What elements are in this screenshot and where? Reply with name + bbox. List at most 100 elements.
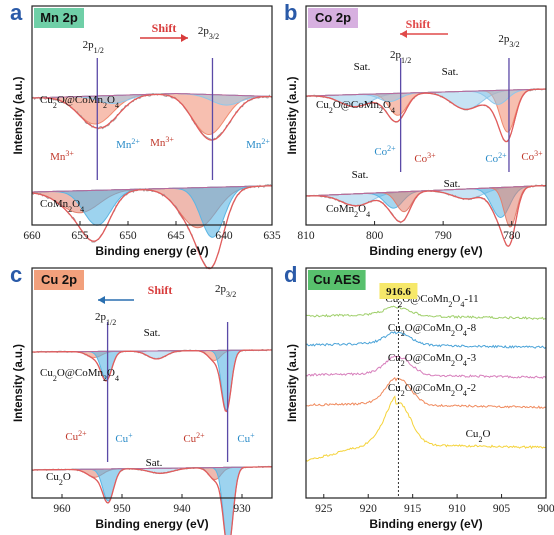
- fit-envelope: [305, 88, 546, 143]
- peak-marker-badge: [379, 283, 418, 299]
- aes-series-line: [305, 330, 547, 349]
- fit-envelope: [32, 93, 272, 141]
- aes-series-line: [305, 305, 547, 320]
- sample-label-composite: Cu2O@CoMn2O4: [40, 94, 119, 110]
- x-axis-a: 660 655 650 645 640 635 Binding energy (eV) Int…: [13, 76, 281, 258]
- panel-header-c: c Cu 2p: [10, 262, 84, 290]
- x-axis-d: 925 920 915 910 905 900 Binding energy (eV) Int…: [287, 344, 554, 531]
- element-badge: [308, 8, 358, 28]
- element-badge-label: Mn 2p: [40, 10, 78, 25]
- element-badge: [308, 270, 366, 290]
- shift-indicator: Shift: [140, 21, 188, 42]
- element-badge: [34, 270, 84, 290]
- fit-envelope: [32, 466, 272, 535]
- x-tick-label: 780: [503, 230, 521, 242]
- label-cu1-b: Cu+: [237, 431, 255, 446]
- y-axis-label: Intensity (a.u.): [13, 344, 25, 422]
- peak-label-2p1-2: 2p1/2: [95, 311, 116, 327]
- plot-frame-d: [305, 267, 547, 499]
- aes-series-line: [305, 354, 547, 380]
- sample-label-cu2o: Cu2O: [46, 471, 71, 487]
- sat-label: Sat.: [144, 327, 161, 339]
- series-label: Cu2O: [466, 428, 491, 444]
- label-mn3-a: Mn3+: [50, 149, 74, 164]
- fit-envelope: [32, 349, 272, 413]
- series-label: Cu2O@CoMn2O4-2: [388, 382, 476, 398]
- label-co3-a: Co3+: [414, 151, 436, 166]
- peak-label-2p1-2: 2p1/2: [390, 49, 411, 65]
- x-tick-label: 930: [233, 503, 251, 515]
- panel-letter: d: [284, 262, 297, 287]
- element-badge: [34, 8, 84, 28]
- x-tick-label: 635: [263, 230, 281, 242]
- label-co2-b: Co2+: [485, 151, 507, 166]
- sample-label-comn2o4: CoMn2O4: [40, 198, 84, 214]
- x-axis-label: Binding energy (eV): [369, 517, 482, 531]
- sample-label-composite: Cu2O@CoMn2O4: [40, 367, 119, 383]
- shift-label: Shift: [148, 283, 173, 297]
- y-axis-label: Intensity (a.u.): [287, 344, 299, 422]
- label-mn3-b: Mn3+: [150, 135, 174, 150]
- panel-header-a: a Mn 2p: [10, 0, 84, 28]
- background-line: [32, 185, 272, 193]
- x-tick-label: 800: [366, 230, 384, 242]
- sat-label: Sat.: [442, 66, 459, 78]
- x-axis-label: Binding energy (eV): [95, 517, 208, 531]
- plot-frame-b: [305, 5, 547, 226]
- label-mn2-a: Mn2+: [116, 137, 140, 152]
- x-tick-label: 920: [360, 503, 378, 515]
- plot-frame-a: [31, 5, 273, 226]
- x-tick-label: 910: [448, 503, 466, 515]
- x-tick-label: 790: [435, 230, 453, 242]
- label-cu2-b: Cu2+: [183, 431, 205, 446]
- x-tick-label: 940: [173, 503, 191, 515]
- x-tick-label: 905: [493, 503, 511, 515]
- label-cu2-a: Cu2+: [65, 429, 87, 444]
- peak-label-2p3-2: 2p3/2: [498, 33, 519, 49]
- sample-label-composite: Cu2O@CoMn2O4: [316, 99, 395, 115]
- x-axis-label: Binding energy (eV): [95, 244, 208, 258]
- shift-label: Shift: [406, 17, 431, 31]
- panel-a: 2p1/2 2p3/2 Cu2O@CoMn2O4 CoMn2O4 Mn3+ Mn2+ Mn3…: [31, 25, 273, 270]
- peak-marker-value: 916.6: [386, 286, 411, 298]
- series-label: Cu2O@CoMn2O4-3: [388, 352, 477, 368]
- element-badge-label: Cu 2p: [41, 272, 77, 287]
- aes-series-line: [305, 376, 547, 410]
- x-axis-b: 810 800 790 780 Binding energy (eV) Intensity…: [287, 76, 521, 258]
- label-co2-a: Co2+: [374, 144, 396, 159]
- panel-header-d: d Cu AES: [284, 262, 366, 290]
- panel-header-b: b Co 2p: [284, 0, 358, 28]
- y-axis-label: Intensity (a.u.): [13, 76, 25, 154]
- peak-label-2p1-2: 2p1/2: [83, 39, 104, 55]
- x-tick-label: 810: [297, 230, 315, 242]
- x-axis-label: Binding energy (eV): [369, 244, 482, 258]
- label-cu1-a: Cu+: [115, 431, 133, 446]
- x-tick-label: 650: [119, 230, 137, 242]
- panel-c: 2p1/2 2p3/2 Sat. Sat. Cu2O@CoMn2O4 Cu2O Cu2+ Cu…: [31, 283, 273, 535]
- x-tick-label: 960: [53, 503, 71, 515]
- plot-frame-c: [31, 267, 273, 499]
- panel-d: Cu2O@CoMn2O4-11Cu2O@CoMn2O4-8Cu2O@CoMn2O…: [305, 283, 547, 498]
- label-mn2-b: Mn2+: [246, 137, 270, 152]
- fit-envelope: [31, 185, 272, 270]
- x-tick-label: 900: [537, 503, 554, 515]
- sample-label-comn2o4: CoMn2O4: [326, 203, 370, 219]
- shift-label: Shift: [152, 21, 177, 35]
- peak-label-2p3-2: 2p3/2: [198, 25, 219, 41]
- element-badge-label: Co 2p: [315, 10, 351, 25]
- sat-label: Sat.: [354, 61, 371, 73]
- x-tick-label: 915: [404, 503, 422, 515]
- sat-label: Sat.: [146, 457, 163, 469]
- panel-letter: c: [10, 262, 22, 287]
- x-tick-label: 645: [167, 230, 185, 242]
- fit-envelope: [306, 184, 547, 247]
- shift-arrow-head: [400, 30, 407, 38]
- panel-letter: b: [284, 0, 297, 25]
- panel-b: 2p1/2 2p3/2 Sat. Sat. Sat. Sat. Cu2O@CoMn2O4 Co…: [305, 33, 547, 247]
- peak-label-2p3-2: 2p3/2: [215, 283, 236, 299]
- x-tick-label: 925: [315, 503, 333, 515]
- shift-indicator: Shift: [400, 17, 448, 38]
- element-badge-label: Cu AES: [313, 272, 361, 287]
- sat-label: Sat.: [444, 178, 461, 190]
